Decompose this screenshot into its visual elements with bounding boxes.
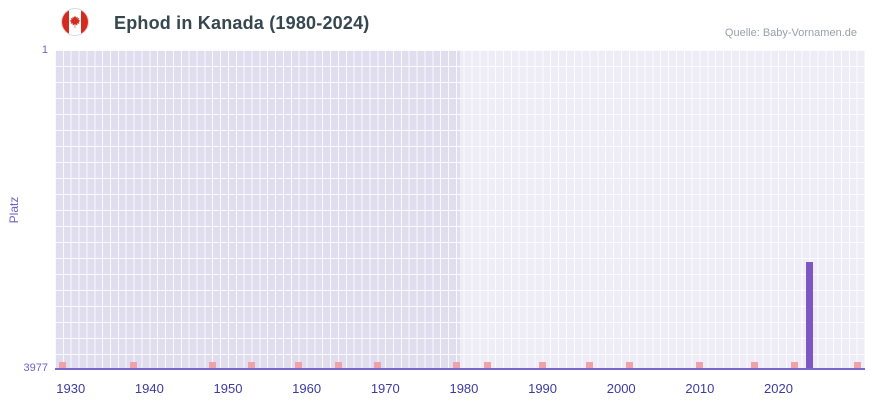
- flag-white-band: [69, 9, 81, 35]
- x-axis-line: [55, 368, 865, 370]
- x-tick-label-1950: 1950: [213, 381, 243, 396]
- x-tick-label-1970: 1970: [370, 381, 400, 396]
- y-axis-top-label: 1: [41, 44, 48, 56]
- x-axis-ticks: 1930 1940 1950 1960 1970 1980 1990 2000 2010 2020: [55, 381, 865, 399]
- no-data-region: [55, 50, 460, 369]
- maple-leaf-icon: [69, 15, 81, 29]
- flag-red-band-right: [80, 9, 88, 35]
- flag-red-band-left: [62, 9, 70, 35]
- y-axis-title: Platz: [7, 196, 21, 224]
- x-tick-label-1930: 1930: [56, 381, 86, 396]
- canada-flag-icon: [61, 8, 89, 36]
- chart-title: Ephod in Kanada (1980-2024): [114, 13, 370, 33]
- x-tick-label-1960: 1960: [292, 381, 322, 396]
- x-tick-label-2010: 2010: [685, 381, 715, 396]
- rank-bar-2024[interactable]: [806, 261, 814, 369]
- plot-area: [55, 50, 865, 370]
- x-tick-label-2020: 2020: [764, 381, 793, 396]
- source-credit: Quelle: Baby-Vornamen.de: [724, 27, 857, 39]
- y-axis-bottom-label: 3977: [23, 362, 48, 374]
- x-tick-label-1980: 1980: [449, 381, 479, 396]
- x-tick-label-1990: 1990: [528, 381, 558, 396]
- x-tick-label-2000: 2000: [606, 381, 636, 396]
- x-tick-label-1940: 1940: [134, 381, 164, 396]
